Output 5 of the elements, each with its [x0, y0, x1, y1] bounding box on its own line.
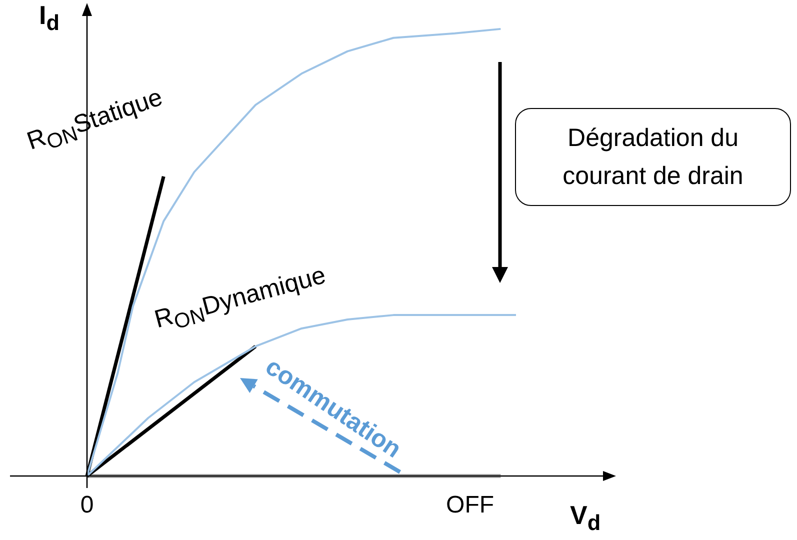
x-axis-title: V$_{d}$: [570, 500, 601, 536]
x-tick-label: OFF: [446, 492, 494, 519]
x-tick-label: 0: [80, 492, 94, 519]
y-axis-title: I$_{d}$: [39, 0, 60, 36]
text: Dégradation du courant de drain: [515, 108, 791, 206]
